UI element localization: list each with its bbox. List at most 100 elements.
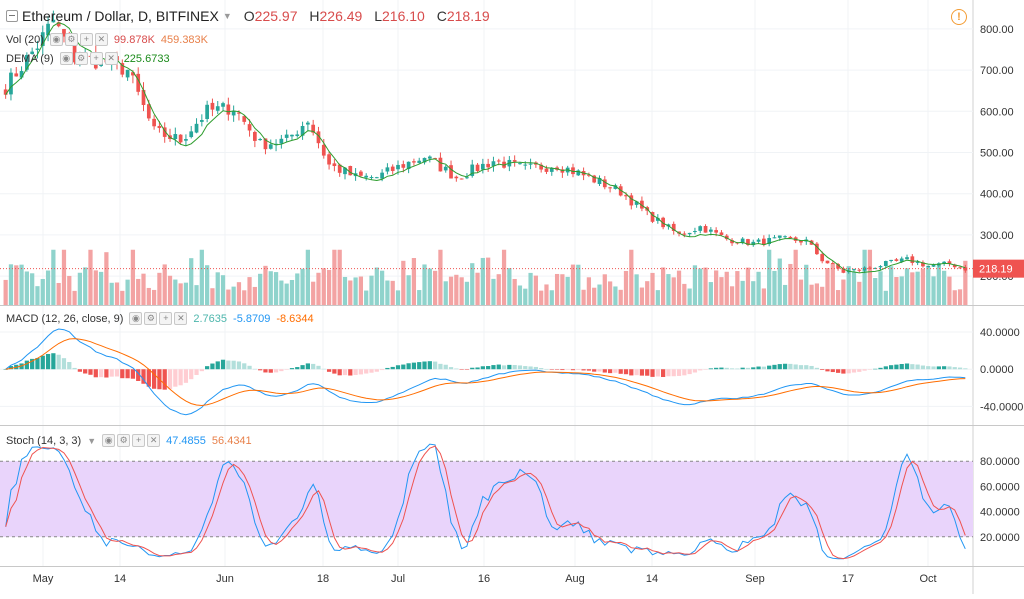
volume-bar	[782, 284, 788, 305]
candle-body	[915, 261, 920, 263]
volume-bar	[353, 277, 358, 305]
volume-bar	[109, 282, 114, 305]
macd-histogram-bar	[194, 369, 199, 375]
candle-body	[284, 134, 289, 138]
candle-body	[178, 134, 183, 143]
macd-histogram-bar	[178, 369, 183, 386]
macd-histogram-bar	[311, 363, 316, 370]
candle-body	[650, 212, 655, 222]
candle-body	[549, 168, 554, 172]
volume-bar	[942, 270, 947, 305]
candle-body	[560, 169, 565, 173]
chart-header: Ethereum / Dollar, D, BITFINEX ▼ O225.97…	[6, 8, 498, 24]
close-icon: ✕	[94, 33, 108, 46]
macd-histogram-bar	[655, 369, 660, 377]
collapse-icon[interactable]	[6, 10, 18, 22]
candle-body	[576, 170, 581, 176]
candle-body	[719, 232, 724, 236]
macd-histogram-bar	[745, 367, 751, 370]
indicator-controls[interactable]: ◉ ⚙ + ✕	[59, 52, 118, 65]
macd-histogram-bar	[332, 369, 337, 374]
symbol-title[interactable]: Ethereum / Dollar, D, BITFINEX	[22, 8, 219, 24]
add-icon: +	[89, 52, 103, 65]
macd-histogram-bar	[650, 369, 655, 377]
macd-histogram-bar	[809, 365, 814, 370]
macd-histogram-bar	[798, 365, 804, 370]
volume-bar	[210, 288, 215, 305]
chevron-down-icon[interactable]: ▼	[222, 11, 232, 21]
candle-body	[655, 217, 660, 221]
volume-bar	[231, 286, 236, 305]
macd-histogram-bar	[507, 364, 512, 370]
volume-legend[interactable]: Vol (20) ◉ ⚙ + ✕ 99.878K 459.383K	[6, 33, 209, 46]
macd-histogram-bar	[719, 367, 724, 370]
candle-body	[290, 134, 294, 137]
volume-bar	[661, 267, 666, 305]
macd-histogram-bar	[385, 367, 390, 370]
ohlc-readout: O225.97 H226.49 L216.10 C218.19	[243, 8, 490, 24]
indicator-controls[interactable]: ◉ ⚙ + ✕	[102, 434, 161, 447]
candle-body	[852, 269, 856, 271]
volume-bar	[470, 263, 475, 305]
volume-bar	[51, 249, 56, 305]
candle-body	[321, 144, 326, 156]
volume-bar	[146, 287, 151, 305]
indicator-controls[interactable]: ◉ ⚙ + ✕	[129, 312, 188, 325]
macd-legend[interactable]: MACD (12, 26, close, 9) ◉ ⚙ + ✕ 2.7635 -5.8…	[6, 312, 314, 325]
stoch-legend[interactable]: Stoch (14, 3, 3) ▼ ◉ ⚙ + ✕ 47.4855 56.4341	[6, 434, 252, 447]
macd-histogram-bar	[464, 369, 470, 370]
close-icon: ✕	[104, 52, 118, 65]
volume-bar	[401, 260, 406, 305]
volume-bar	[194, 285, 199, 305]
macd-histogram-bar	[565, 369, 570, 370]
volume-bar	[920, 268, 926, 305]
macd-histogram-bar	[512, 365, 517, 370]
eye-icon: ◉	[49, 33, 63, 46]
volume-bar	[433, 270, 438, 305]
indicator-controls[interactable]: ◉ ⚙ + ✕	[49, 33, 108, 46]
macd-histogram-bar	[942, 366, 947, 370]
volume-bar	[830, 263, 835, 305]
macd-histogram-bar	[151, 369, 157, 389]
volume-bar	[745, 267, 751, 305]
volume-bar	[438, 249, 443, 305]
macd-histogram-bar	[114, 369, 120, 377]
macd-histogram-bar	[295, 367, 300, 370]
candle-body	[221, 103, 225, 107]
dema-legend[interactable]: DEMA (9) ◉ ⚙ + ✕ 225.6733	[6, 52, 170, 65]
candle-body	[226, 104, 231, 115]
volume-bar	[645, 281, 650, 305]
volume-bar	[279, 280, 284, 305]
volume-bar	[777, 258, 782, 305]
macd-histogram-bar	[401, 364, 406, 370]
candle-body	[72, 44, 77, 63]
candle-body	[152, 118, 156, 127]
macd-histogram-bar	[374, 369, 379, 372]
macd-histogram-bar	[98, 369, 104, 378]
macd-histogram-bar	[284, 369, 289, 370]
macd-histogram-bar	[963, 368, 968, 370]
volume-bar	[639, 287, 645, 305]
candle-body	[640, 200, 644, 209]
volume-bar	[570, 264, 576, 305]
warning-icon[interactable]: !	[951, 9, 967, 25]
macd-histogram-bar	[390, 366, 395, 370]
candle-body	[528, 163, 533, 165]
candle-body	[475, 164, 480, 172]
macd-histogram-bar	[395, 365, 401, 370]
macd-histogram-bar	[735, 368, 740, 370]
high-value: 226.49	[319, 8, 363, 24]
candle-body	[173, 134, 178, 140]
macd-histogram-bar	[411, 362, 417, 370]
candle-body	[820, 254, 825, 262]
macd-histogram-bar	[867, 369, 873, 370]
chevron-down-icon: ▼	[87, 435, 97, 446]
macd-histogram-bar	[894, 364, 899, 370]
candle-body	[131, 72, 135, 76]
macd-histogram-bar	[629, 369, 634, 376]
candle-body	[783, 236, 787, 238]
volume-bar	[825, 268, 830, 305]
macd-histogram-bar	[560, 369, 565, 371]
